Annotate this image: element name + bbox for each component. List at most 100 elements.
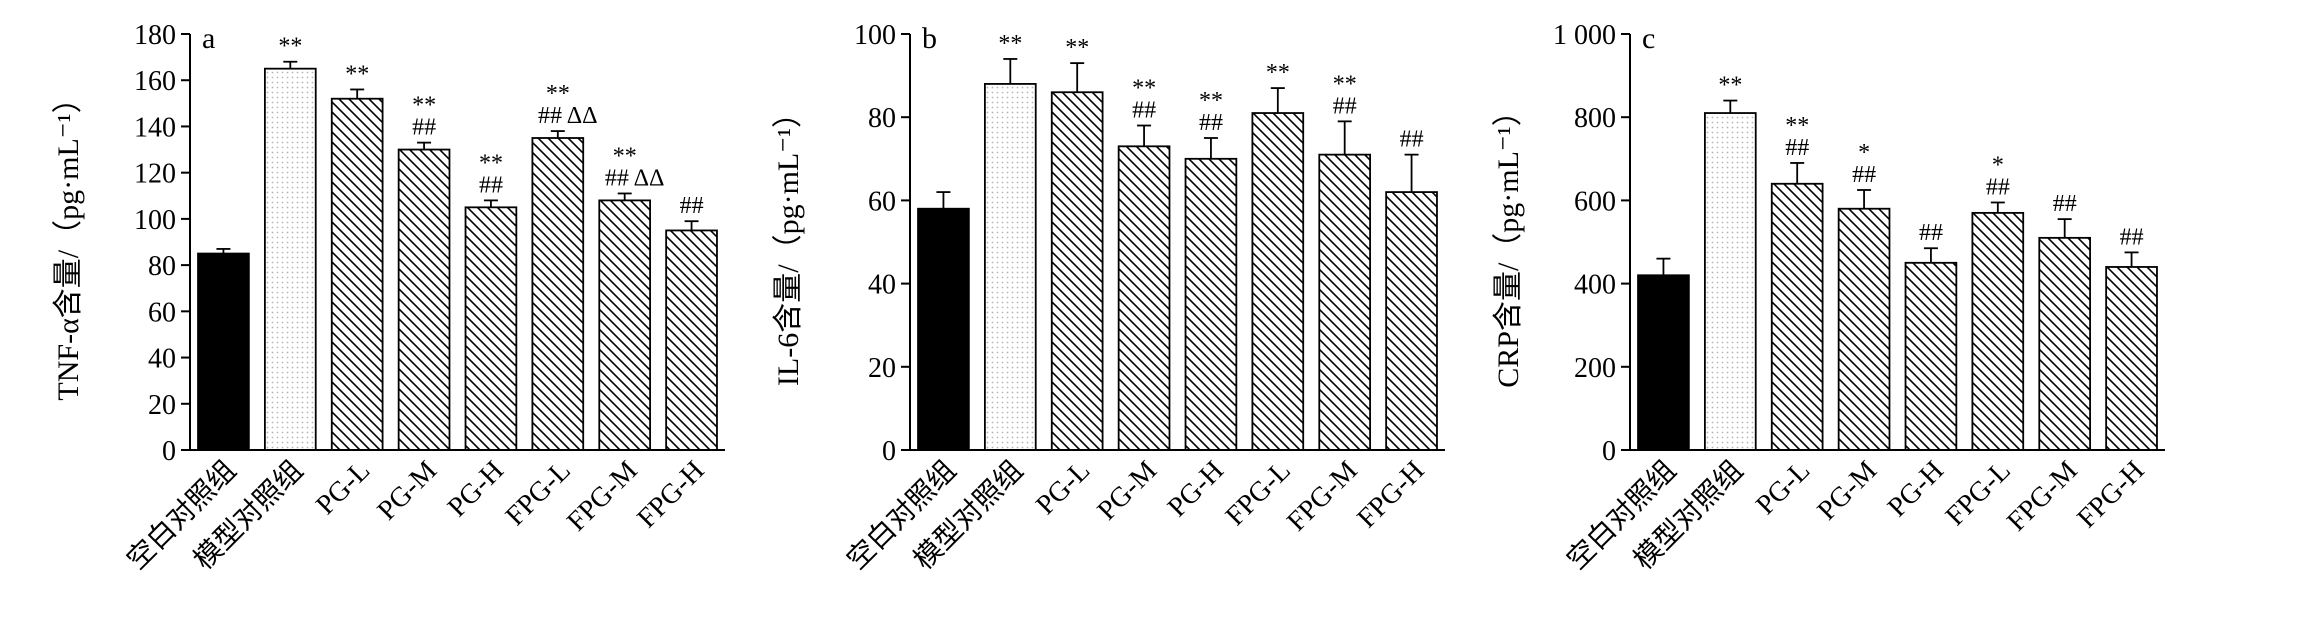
y-tick-label: 40: [868, 270, 896, 301]
significance-label: **: [1132, 76, 1156, 102]
y-tick-label: 120: [134, 159, 176, 190]
bar: [2038, 236, 2092, 451]
panel-letter: a: [202, 22, 215, 55]
significance-label: ##: [1132, 98, 1156, 124]
significance-label: **: [1065, 35, 1089, 61]
y-tick-label: 40: [148, 344, 176, 375]
y-tick-label: 200: [1574, 353, 1616, 384]
y-tick-label: 0: [162, 436, 176, 467]
y-axis-label: IL-6含量/（pg·mL⁻¹）: [772, 98, 805, 386]
y-axis-label: CRP含量/（pg·mL⁻¹）: [1492, 96, 1525, 388]
y-tick-label: 0: [882, 436, 896, 467]
significance-label: ##: [2053, 191, 2077, 217]
significance-label: ##: [1852, 162, 1876, 188]
x-tick-label: FPG-M: [1281, 455, 1364, 538]
bar: [1251, 112, 1305, 451]
significance-label: *: [1858, 140, 1870, 166]
significance-label: **: [278, 34, 302, 60]
bar: [984, 83, 1037, 451]
chart-panel-b: 020406080100IL-6含量/（pg·mL⁻¹）b空白对照组**模型对照…: [772, 20, 1445, 576]
bar: [1318, 153, 1372, 451]
y-tick-label: 20: [868, 353, 896, 384]
y-tick-label: 1 000: [1553, 20, 1616, 51]
x-tick-label: PG-L: [1750, 455, 1816, 521]
bar: [263, 67, 317, 451]
significance-label: **: [479, 150, 503, 176]
y-tick-label: 400: [1574, 270, 1616, 301]
significance-label: **: [345, 61, 369, 87]
significance-label: ##: [2120, 224, 2144, 250]
significance-label: ##: [1986, 174, 2010, 200]
significance-label: ## ΔΔ: [605, 165, 665, 191]
x-tick-label: FPG-H: [631, 455, 710, 534]
x-tick-label: PG-L: [1030, 455, 1096, 521]
x-tick-label: PG-M: [372, 455, 444, 527]
y-tick-label: 160: [134, 66, 176, 97]
bar: [1904, 261, 1958, 451]
bar: [1184, 157, 1238, 451]
bar: [1117, 145, 1171, 451]
significance-label: **: [613, 143, 637, 169]
significance-label: ##: [1919, 220, 1943, 246]
y-tick-label: 600: [1574, 186, 1616, 217]
y-tick-label: 100: [134, 205, 176, 236]
significance-label: **: [1266, 60, 1290, 86]
y-axis-label: TNF-α含量/（pg·mL⁻¹）: [52, 83, 85, 400]
significance-label: **: [412, 93, 436, 119]
significance-label: ##: [412, 115, 436, 141]
significance-label: **: [1199, 88, 1223, 114]
significance-label: ##: [479, 172, 503, 198]
significance-label: **: [546, 81, 570, 107]
y-tick-label: 800: [1574, 103, 1616, 134]
bar: [1050, 91, 1104, 451]
x-tick-label: FPG-M: [2001, 455, 2084, 538]
y-tick-label: 80: [148, 251, 176, 282]
significance-label: **: [1785, 113, 1809, 139]
significance-label: **: [998, 31, 1022, 57]
significance-label: ##: [680, 193, 704, 219]
x-tick-label: FPG-H: [1351, 455, 1430, 534]
bar: [464, 206, 518, 451]
significance-label: **: [1333, 71, 1357, 97]
y-tick-label: 100: [854, 20, 896, 51]
significance-label: ##: [1785, 135, 1809, 161]
significance-label: *: [1992, 152, 2004, 178]
x-tick-label: PG-H: [1882, 455, 1950, 523]
y-tick-label: 80: [868, 103, 896, 134]
y-tick-label: 60: [148, 297, 176, 328]
y-tick-label: 20: [148, 390, 176, 421]
x-tick-label: PG-L: [310, 455, 376, 521]
bar: [1637, 274, 1690, 451]
bar: [197, 252, 250, 451]
significance-label: ##: [1333, 93, 1357, 119]
panel-letter: c: [1642, 22, 1655, 55]
x-tick-label: PG-H: [442, 455, 510, 523]
bar: [598, 199, 652, 451]
significance-label: **: [1718, 73, 1742, 99]
bar: [917, 207, 970, 451]
bar: [1385, 191, 1438, 451]
bar: [1837, 207, 1891, 451]
x-tick-label: FPG-H: [2071, 455, 2150, 534]
y-tick-label: 140: [134, 112, 176, 143]
x-tick-label: PG-M: [1812, 455, 1884, 527]
chart-panel-a: 0 20 40 60 80 100 120 140 160 180 TNF-α含量/（pg·mL⁻¹…: [52, 20, 725, 576]
y-tick-label: 0: [1602, 436, 1616, 467]
x-tick-label: PG-H: [1162, 455, 1230, 523]
significance-label: ##: [1400, 127, 1424, 153]
bar: [1770, 182, 1824, 451]
bar: [1704, 112, 1757, 451]
bar: [1971, 211, 2025, 451]
bar: [397, 148, 451, 451]
y-tick-label: 180: [134, 20, 176, 51]
bar: [665, 229, 718, 451]
bar: [2105, 266, 2158, 451]
x-tick-label: FPG-M: [561, 455, 644, 538]
bar: [531, 137, 585, 451]
bar: [330, 97, 384, 451]
significance-label: ##: [1199, 110, 1223, 136]
x-tick-label: PG-M: [1092, 455, 1164, 527]
panel-letter: b: [922, 22, 937, 55]
